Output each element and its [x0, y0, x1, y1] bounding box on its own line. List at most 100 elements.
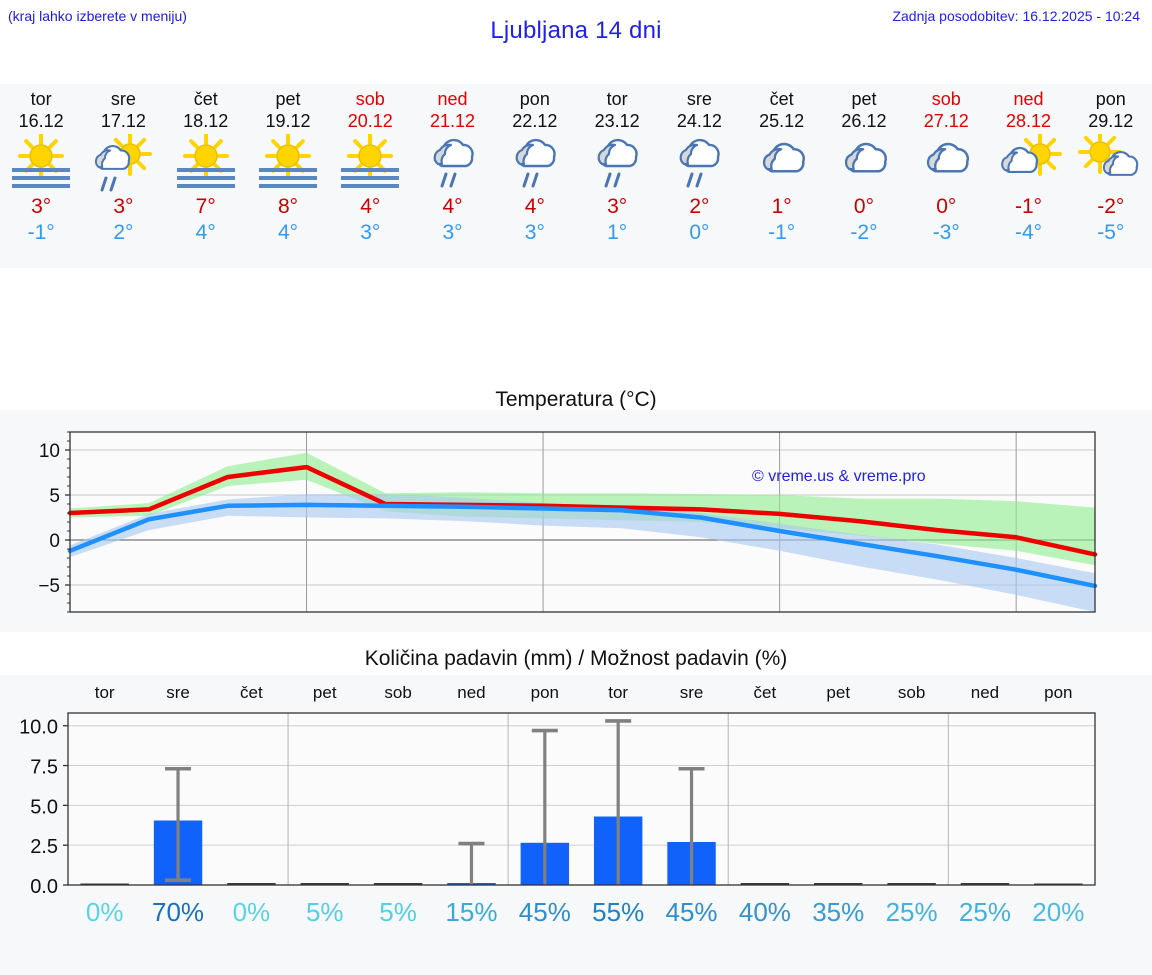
forecast-temp-max: 3° — [113, 195, 134, 218]
precipitation-day-label: sob — [384, 683, 412, 702]
forecast-day-name: ned — [1013, 89, 1044, 109]
forecast-day-date: 17.12 — [100, 111, 146, 131]
precipitation-day-label: ned — [970, 683, 1000, 702]
forecast-day-column: ned 21.12 4° 3° — [411, 84, 493, 268]
forecast-temp-max: 2° — [689, 195, 710, 218]
precipitation-probability-label: 20% — [1032, 897, 1085, 927]
svg-text:5.0: 5.0 — [30, 796, 58, 818]
forecast-temp-max: 8° — [277, 195, 299, 218]
forecast-day-column: tor 16.12 3° -1° — [0, 84, 82, 268]
cloud-rain-icon — [660, 134, 738, 192]
forecast-day-name: pon — [519, 89, 550, 109]
cloud-rain-icon — [578, 134, 656, 192]
sun-cloud-rain-fog-icon — [84, 134, 162, 192]
temperature-chart-title: Temperatura (°C) — [495, 388, 657, 411]
forecast-day-name: ned — [437, 89, 468, 109]
cloud-rain-icon — [496, 134, 574, 192]
forecast-temp-max: -2° — [1097, 195, 1125, 218]
precipitation-chart-section: Količina padavin (mm) / Možnost padavin … — [0, 643, 1152, 975]
forecast-temp-max: 7° — [195, 195, 216, 218]
precipitation-day-label: tor — [608, 683, 629, 702]
forecast-day-column: sre 17.12 3° 2° — [82, 84, 164, 268]
forecast-day-name: čet — [193, 89, 218, 109]
forecast-temp-min: 0° — [689, 221, 710, 244]
forecast-day-date: 26.12 — [841, 111, 887, 131]
daily-forecast-strip: tor 16.12 3° -1° sre 17.12 3° 2° čet 18.12 7° 4°… — [0, 84, 1152, 268]
precipitation-day-label: čet — [240, 683, 263, 702]
forecast-temp-min: 3° — [360, 221, 381, 244]
forecast-temp-min: -1° — [768, 221, 796, 244]
precipitation-day-label: pet — [826, 683, 851, 702]
forecast-day-date: 23.12 — [594, 111, 640, 131]
precipitation-probability-label: 15% — [445, 897, 498, 927]
sun-cloud-icon — [1072, 134, 1150, 192]
svg-text:2.5: 2.5 — [30, 836, 58, 858]
precipitation-probability-label: 25% — [885, 897, 938, 927]
precipitation-day-labels: tor sre čet pet sob ned pon tor sre čet pet sob ned p… — [0, 675, 1152, 702]
forecast-temp-max: 1° — [771, 195, 792, 218]
forecast-day-column: sob 27.12 0° -3° — [905, 84, 987, 268]
forecast-day-column: tor 23.12 3° 1° — [576, 84, 658, 268]
precipitation-probability-label: 40% — [738, 897, 791, 927]
forecast-temp-min: 4° — [277, 221, 299, 244]
forecast-day-name: sre — [110, 89, 136, 109]
precipitation-day-label: pet — [312, 683, 337, 702]
forecast-day-name: sob — [931, 89, 961, 109]
forecast-day-name: pon — [1095, 89, 1126, 109]
forecast-day-name: tor — [30, 89, 52, 109]
precipitation-day-label: čet — [753, 683, 777, 702]
precipitation-probability-label: 35% — [812, 897, 865, 927]
sun-fog-icon — [2, 134, 80, 192]
forecast-day-column: pon 29.12 -2° -5° — [1070, 84, 1152, 268]
forecast-day-column: pet 26.12 0° -2° — [823, 84, 905, 268]
cloud-rain-icon — [414, 134, 492, 192]
precipitation-probability-label: 45% — [518, 897, 571, 927]
forecast-day-date: 28.12 — [1005, 111, 1052, 131]
svg-text:10: 10 — [39, 441, 60, 462]
forecast-day-name: pet — [275, 89, 301, 109]
precipitation-plot: 0.0 2.5 5.0 7.5 10.0 — [19, 712, 1096, 898]
forecast-temp-max: 3° — [31, 195, 52, 218]
temperature-chart-section: Temperatura (°C) 10 5 0 −5 — [0, 380, 1152, 632]
forecast-temp-min: -4° — [1014, 221, 1043, 244]
sun-behind-cloud-icon — [990, 134, 1068, 192]
sun-fog-icon — [331, 134, 409, 192]
forecast-temp-min: 3° — [442, 221, 463, 244]
forecast-day-date: 24.12 — [676, 111, 722, 131]
forecast-temp-max: -1° — [1014, 195, 1043, 218]
page-title: Ljubljana 14 dni — [490, 17, 662, 44]
svg-text:−5: −5 — [38, 576, 60, 597]
precipitation-probability-label: 0% — [85, 897, 124, 927]
forecast-day-name: sob — [355, 89, 385, 109]
forecast-temp-max: 4° — [524, 195, 545, 218]
page-header: (kraj lahko izberete v meniju) Ljubljana… — [0, 0, 1152, 52]
forecast-temp-min: 3° — [524, 221, 545, 244]
forecast-temp-max: 4° — [442, 195, 463, 218]
precipitation-day-label: sre — [679, 683, 704, 702]
forecast-day-column: pet 19.12 8° 4° — [247, 84, 329, 268]
copyright-text: © vreme.us & vreme.pro — [752, 468, 926, 485]
precipitation-probability-label: 70% — [152, 897, 205, 927]
svg-text:7.5: 7.5 — [30, 757, 58, 779]
cloud-icon — [907, 134, 985, 192]
forecast-day-column: pon 22.12 4° 3° — [494, 84, 576, 268]
svg-text:0.0: 0.0 — [30, 876, 58, 898]
forecast-day-name: tor — [606, 89, 628, 109]
precipitation-day-label: sob — [897, 683, 926, 702]
sun-fog-icon — [167, 134, 245, 192]
forecast-temp-max: 0° — [853, 195, 874, 218]
forecast-temp-min: -3° — [932, 221, 960, 244]
forecast-temp-min: 4° — [195, 221, 216, 244]
precipitation-probability-label: 25% — [958, 897, 1011, 927]
forecast-temp-max: 3° — [607, 195, 628, 218]
forecast-day-column: ned 28.12 -1° -4° — [987, 84, 1069, 268]
forecast-day-date: 20.12 — [347, 111, 393, 131]
svg-text:10.0: 10.0 — [19, 717, 58, 739]
precipitation-day-label: pon — [530, 683, 559, 702]
forecast-day-name: pet — [851, 89, 877, 109]
forecast-day-column: sre 24.12 2° 0° — [658, 84, 740, 268]
precipitation-day-label: tor — [94, 683, 115, 702]
precipitation-probability-label: 5% — [305, 897, 344, 927]
forecast-day-date: 22.12 — [512, 111, 558, 131]
forecast-temp-min: -2° — [850, 221, 878, 244]
